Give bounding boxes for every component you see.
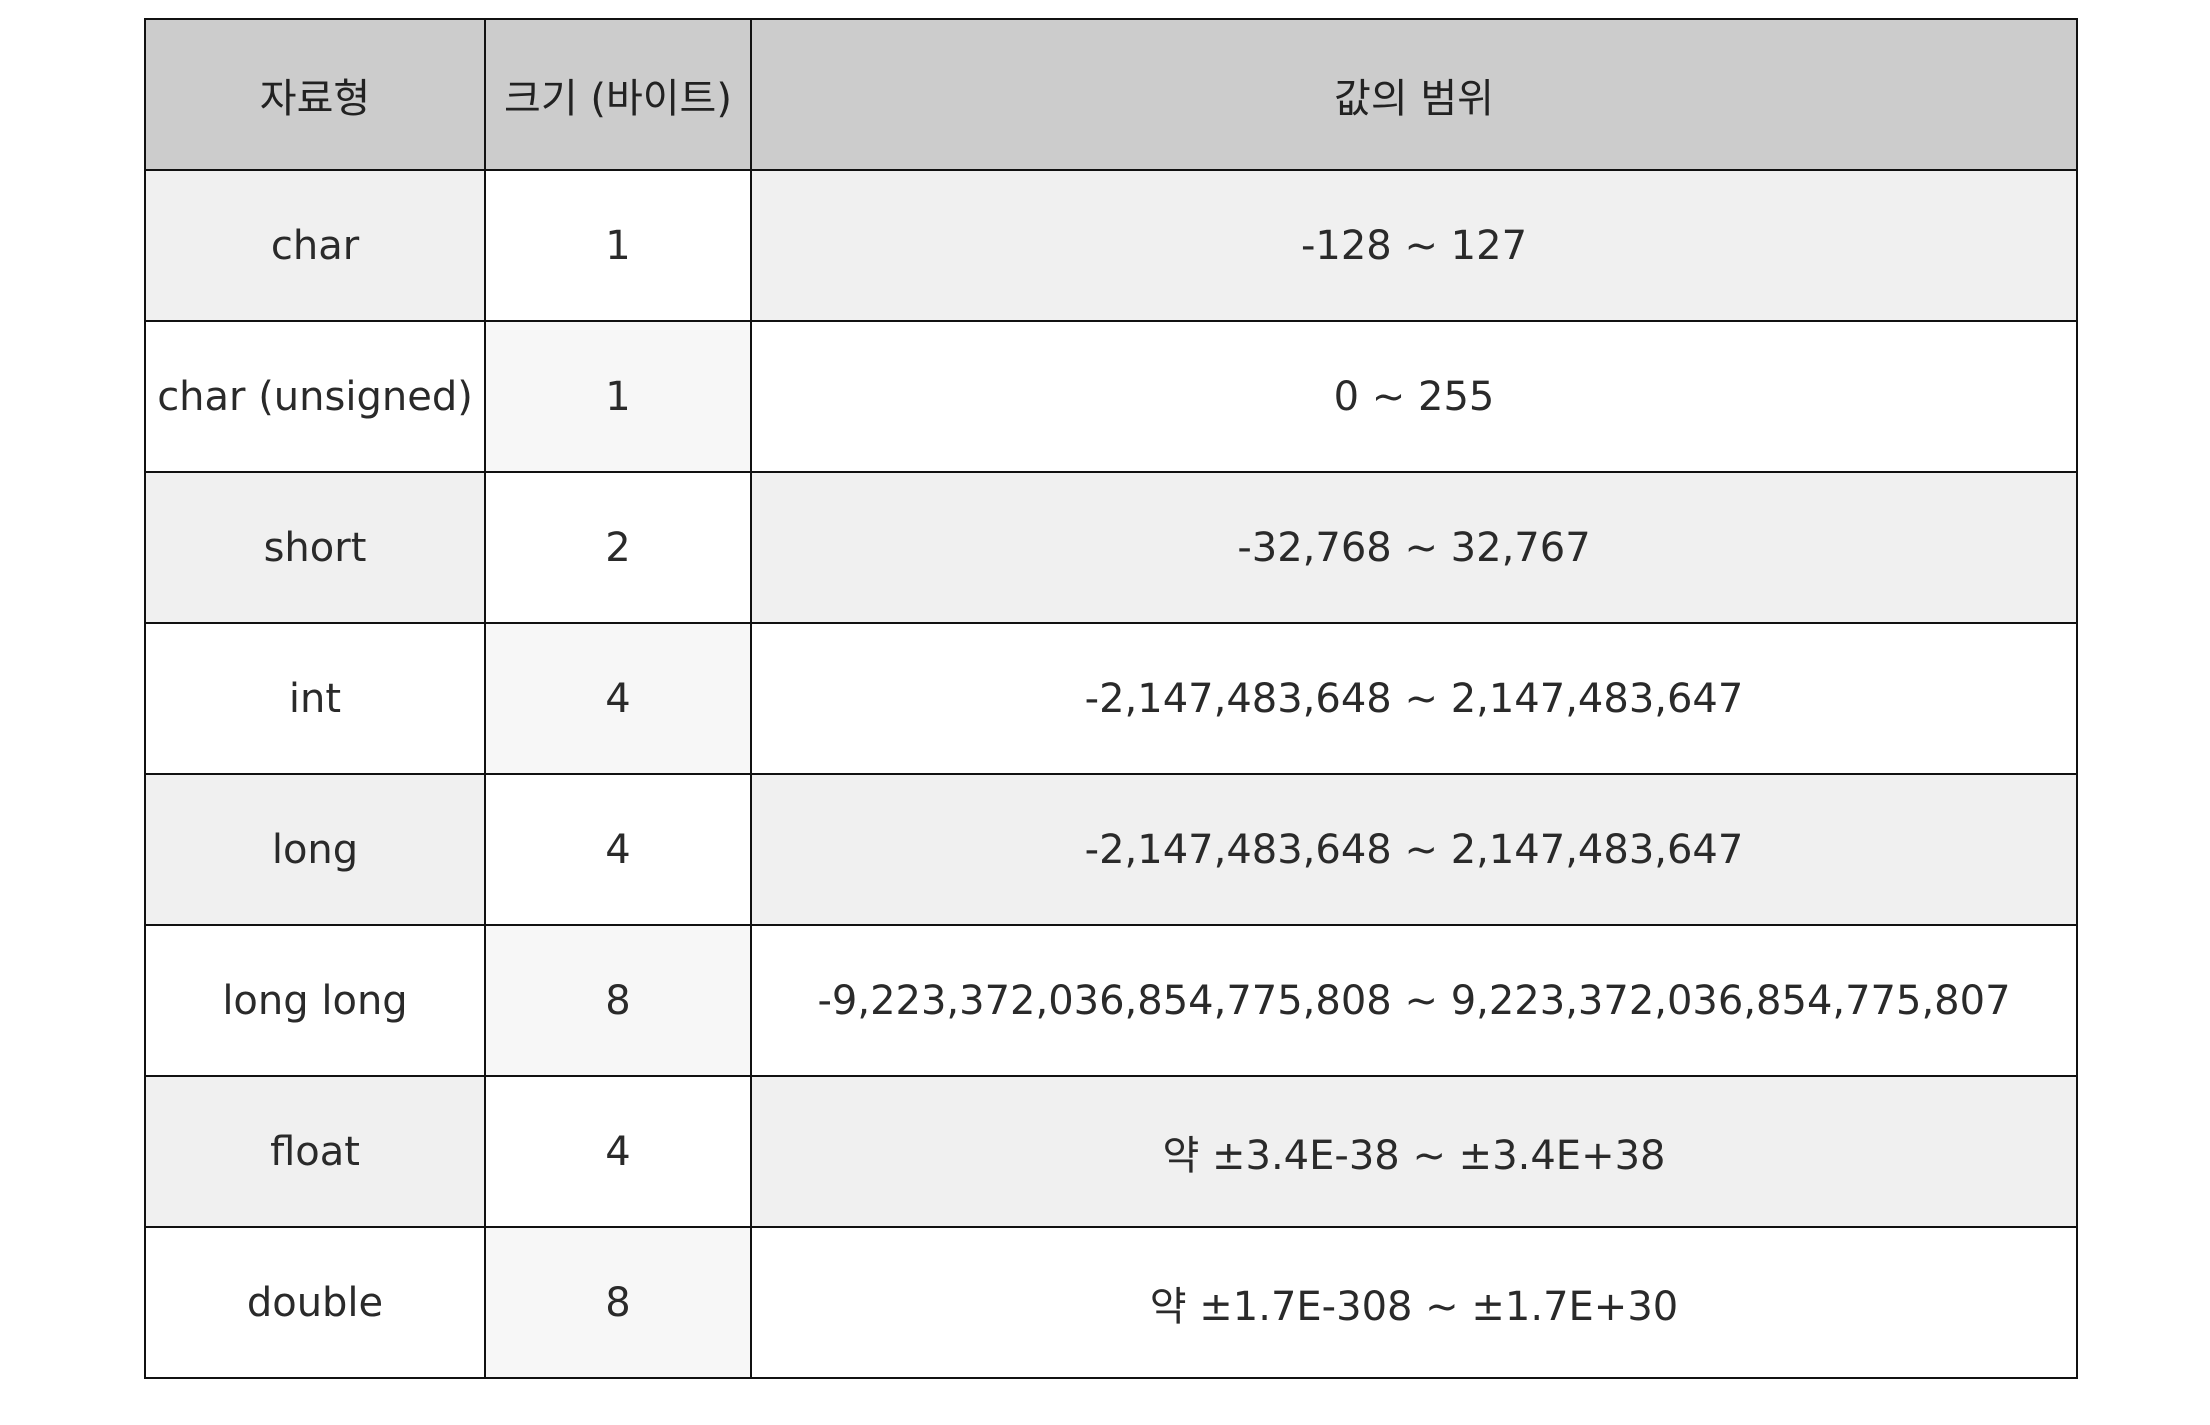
cell-range: -2,147,483,648 ~ 2,147,483,647 xyxy=(750,622,2078,775)
cell-size: 4 xyxy=(484,1075,752,1228)
cell-size: 1 xyxy=(484,169,752,322)
cell-type: int xyxy=(144,622,486,775)
table-row: char (unsigned) 1 0 ~ 255 xyxy=(144,320,2078,473)
cell-type: long xyxy=(144,773,486,926)
cell-size: 2 xyxy=(484,471,752,624)
cell-range: -2,147,483,648 ~ 2,147,483,647 xyxy=(750,773,2078,926)
cell-range: -9,223,372,036,854,775,808 ~ 9,223,372,0… xyxy=(750,924,2078,1077)
header-size: 크기 (바이트) xyxy=(484,18,752,171)
cell-type: long long xyxy=(144,924,486,1077)
table-row: char 1 -128 ~ 127 xyxy=(144,169,2078,322)
table-row: int 4 -2,147,483,648 ~ 2,147,483,647 xyxy=(144,622,2078,775)
cell-range: 약 ±3.4E-38 ~ ±3.4E+38 xyxy=(750,1075,2078,1228)
header-type: 자료형 xyxy=(144,18,486,171)
table-row: short 2 -32,768 ~ 32,767 xyxy=(144,471,2078,624)
cell-size: 8 xyxy=(484,1226,752,1379)
cell-range: 약 ±1.7E-308 ~ ±1.7E+30 xyxy=(750,1226,2078,1379)
table-row: long long 8 -9,223,372,036,854,775,808 ~… xyxy=(144,924,2078,1077)
cell-size: 4 xyxy=(484,773,752,926)
cell-type: double xyxy=(144,1226,486,1379)
cell-size: 1 xyxy=(484,320,752,473)
cell-range: 0 ~ 255 xyxy=(750,320,2078,473)
cell-range: -32,768 ~ 32,767 xyxy=(750,471,2078,624)
cell-range: -128 ~ 127 xyxy=(750,169,2078,322)
table-row: long 4 -2,147,483,648 ~ 2,147,483,647 xyxy=(144,773,2078,926)
data-type-table: 자료형 크기 (바이트) 값의 범위 char 1 -128 ~ 127 cha… xyxy=(144,18,2078,1379)
header-range: 값의 범위 xyxy=(750,18,2078,171)
cell-type: short xyxy=(144,471,486,624)
table-row: double 8 약 ±1.7E-308 ~ ±1.7E+30 xyxy=(144,1226,2078,1379)
cell-size: 8 xyxy=(484,924,752,1077)
table-header-row: 자료형 크기 (바이트) 값의 범위 xyxy=(144,18,2078,171)
cell-type: char xyxy=(144,169,486,322)
table-row: float 4 약 ±3.4E-38 ~ ±3.4E+38 xyxy=(144,1075,2078,1228)
cell-type: float xyxy=(144,1075,486,1228)
cell-type: char (unsigned) xyxy=(144,320,486,473)
cell-size: 4 xyxy=(484,622,752,775)
